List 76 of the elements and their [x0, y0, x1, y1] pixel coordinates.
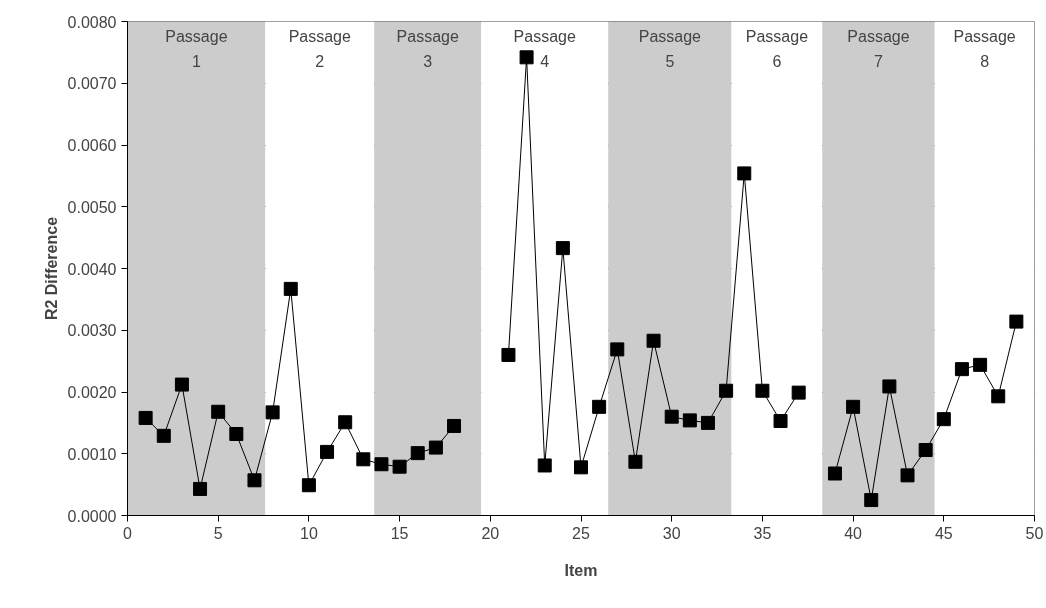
- point: [682, 413, 697, 428]
- y-tick-label: 0.0060: [67, 137, 117, 154]
- point: [501, 347, 516, 362]
- x-tick-label: 30: [662, 524, 681, 542]
- point: [737, 166, 752, 181]
- x-tick-label: 35: [753, 524, 772, 542]
- point: [700, 415, 715, 430]
- x-tick-label: 15: [390, 524, 409, 542]
- band-label: Passage 1: [165, 27, 228, 70]
- y-tick-label: 0.0080: [67, 13, 117, 31]
- point: [555, 241, 570, 256]
- point: [991, 389, 1006, 404]
- point: [973, 357, 988, 372]
- x-tick-label: 45: [934, 524, 953, 542]
- point: [156, 428, 171, 443]
- point: [864, 493, 879, 508]
- point: [301, 478, 316, 493]
- y-tick-label: 0.0040: [67, 260, 117, 278]
- x-tick-label: 40: [844, 524, 863, 542]
- point: [664, 409, 679, 424]
- band-label: Passage 6: [745, 27, 809, 70]
- point: [755, 383, 770, 398]
- y-tick-label: 0.0030: [67, 322, 117, 340]
- x-tick-label: 50: [1025, 524, 1044, 542]
- band-label: Passage 8: [953, 27, 1016, 70]
- x-tick-label: 20: [481, 524, 500, 542]
- point: [610, 342, 625, 357]
- point: [592, 399, 607, 414]
- point: [846, 399, 861, 414]
- point: [918, 443, 933, 458]
- point: [229, 426, 244, 441]
- point: [338, 415, 353, 430]
- point: [410, 446, 425, 461]
- point: [283, 281, 298, 296]
- point: [193, 481, 208, 496]
- point: [646, 333, 661, 348]
- point: [247, 473, 262, 488]
- point: [719, 383, 734, 398]
- point: [900, 468, 915, 483]
- point: [174, 377, 189, 392]
- point: [574, 460, 588, 475]
- x-tick-label: 25: [572, 524, 590, 542]
- point: [628, 454, 643, 469]
- point: [882, 379, 897, 394]
- point: [519, 50, 534, 65]
- x-tick-label: 5: [213, 524, 223, 542]
- point: [954, 362, 969, 377]
- band-label: Passage 3: [396, 27, 459, 70]
- point: [428, 440, 443, 455]
- x-tick-label: 0: [123, 524, 133, 542]
- y-tick-label: 0.0070: [67, 75, 117, 93]
- point: [138, 410, 153, 425]
- y-tick-label: 0.0050: [67, 198, 117, 216]
- point: [827, 466, 842, 481]
- band-label: Passage 4: [513, 27, 576, 70]
- point: [374, 457, 389, 472]
- point: [791, 385, 806, 400]
- point: [1009, 314, 1024, 329]
- point: [265, 405, 280, 420]
- band-label: Passage 7: [847, 27, 910, 70]
- point: [773, 414, 788, 429]
- y-tick-label: 0.0020: [67, 384, 117, 401]
- point: [356, 452, 371, 467]
- y-tick-label: 0.0000: [67, 507, 117, 525]
- x-tick-label: 10: [300, 524, 318, 542]
- band-label: Passage 5: [638, 27, 702, 70]
- y-axis-title: R2 Difference: [42, 216, 60, 321]
- point: [537, 458, 552, 473]
- x-axis-title: Item: [564, 561, 598, 579]
- point: [447, 418, 462, 433]
- point: [392, 459, 407, 474]
- band-label: Passage 2: [288, 27, 352, 70]
- point: [936, 412, 951, 427]
- point: [211, 404, 226, 419]
- y-tick-label: 0.0010: [67, 445, 117, 463]
- point: [320, 444, 335, 459]
